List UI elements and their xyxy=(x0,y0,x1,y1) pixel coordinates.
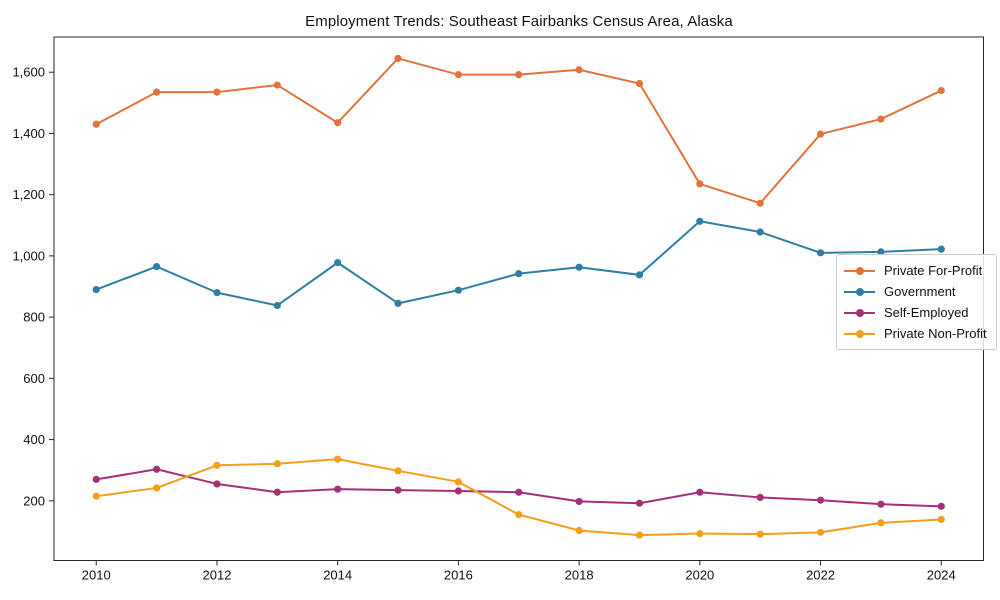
legend-item-private-non-profit: Private Non-Profit xyxy=(844,323,987,344)
data-point xyxy=(213,289,221,297)
data-point xyxy=(877,500,885,508)
data-point xyxy=(877,115,885,123)
y-tick-label: 600 xyxy=(23,371,45,386)
data-point xyxy=(515,488,523,496)
data-point xyxy=(334,259,342,267)
data-point xyxy=(816,249,825,257)
data-point xyxy=(696,529,704,538)
data-point xyxy=(635,499,644,507)
data-point xyxy=(515,71,523,79)
x-tick-label: 2012 xyxy=(203,568,232,583)
data-point xyxy=(394,486,402,494)
y-tick-label: 400 xyxy=(23,432,45,447)
data-point xyxy=(937,502,945,510)
y-tick-label: 800 xyxy=(23,310,45,325)
data-point xyxy=(696,217,704,225)
data-point xyxy=(816,496,825,504)
data-point xyxy=(153,484,161,492)
data-point xyxy=(334,119,342,127)
data-point xyxy=(394,299,402,307)
data-point xyxy=(334,455,342,463)
x-tick-label: 2014 xyxy=(323,568,352,583)
data-point xyxy=(213,88,221,96)
data-point xyxy=(635,79,644,88)
data-point xyxy=(454,286,462,294)
data-point xyxy=(937,515,945,524)
y-tick-label: 1,600 xyxy=(12,65,45,80)
data-point xyxy=(273,301,281,310)
data-point xyxy=(454,487,462,495)
data-point xyxy=(92,492,100,500)
data-point xyxy=(635,271,644,279)
series-line-1 xyxy=(95,220,942,307)
chart-title: Employment Trends: Southeast Fairbanks C… xyxy=(305,13,733,30)
y-tick-label: 1,400 xyxy=(12,126,45,141)
x-tick-label: 2022 xyxy=(806,568,835,583)
data-point xyxy=(575,263,583,271)
data-point xyxy=(816,528,825,536)
data-point xyxy=(877,248,885,256)
data-point xyxy=(696,488,704,496)
data-point xyxy=(394,467,402,475)
series-line-2 xyxy=(96,468,942,508)
data-point xyxy=(92,120,100,128)
data-point xyxy=(153,88,161,96)
line-marker-icon xyxy=(844,287,875,296)
legend-label: Government xyxy=(884,284,956,299)
data-point xyxy=(635,531,644,539)
data-point xyxy=(515,510,523,519)
y-tick-label: 1,000 xyxy=(12,248,45,263)
data-point xyxy=(937,245,945,253)
data-point xyxy=(756,199,764,207)
data-point xyxy=(153,263,161,271)
legend-label: Private Non-Profit xyxy=(884,326,987,341)
data-point xyxy=(696,180,704,188)
data-point xyxy=(92,285,100,294)
data-point xyxy=(394,54,402,63)
data-point xyxy=(334,485,342,493)
data-point xyxy=(213,461,221,469)
data-point xyxy=(454,478,462,486)
data-point xyxy=(454,71,462,79)
data-point xyxy=(92,475,100,483)
data-point xyxy=(575,526,583,535)
line-marker-icon xyxy=(844,329,875,338)
data-point xyxy=(756,493,764,502)
data-point xyxy=(273,81,281,89)
legend-label: Self-Employed xyxy=(884,305,969,320)
x-tick-label: 2020 xyxy=(685,568,714,583)
x-tick-label: 2016 xyxy=(444,568,473,583)
data-point xyxy=(273,460,281,468)
data-point xyxy=(213,480,221,488)
data-point xyxy=(756,228,764,236)
x-tick-label: 2018 xyxy=(565,568,594,583)
legend-item-self-employed: Self-Employed xyxy=(844,302,987,323)
data-point xyxy=(816,130,825,138)
data-point xyxy=(515,270,523,278)
series-line-3 xyxy=(96,458,942,537)
data-point xyxy=(937,86,945,95)
data-point xyxy=(877,519,885,527)
y-tick-label: 200 xyxy=(23,493,45,508)
data-point xyxy=(273,488,281,496)
data-point xyxy=(153,465,161,473)
legend-label: Private For-Profit xyxy=(884,263,983,278)
data-point xyxy=(756,530,764,538)
legend-item-private-for-profit: Private For-Profit xyxy=(844,260,987,281)
data-point xyxy=(575,66,583,74)
data-point xyxy=(575,497,583,506)
line-marker-icon xyxy=(844,266,875,275)
series-line-0 xyxy=(95,57,942,205)
legend: Private For-Profit Government Self-Emplo… xyxy=(836,254,997,350)
line-marker-icon xyxy=(844,308,875,317)
legend-item-government: Government xyxy=(844,281,987,302)
y-tick-label: 1,200 xyxy=(12,187,45,202)
x-tick-label: 2024 xyxy=(927,568,956,583)
x-tick-label: 2010 xyxy=(82,568,111,583)
